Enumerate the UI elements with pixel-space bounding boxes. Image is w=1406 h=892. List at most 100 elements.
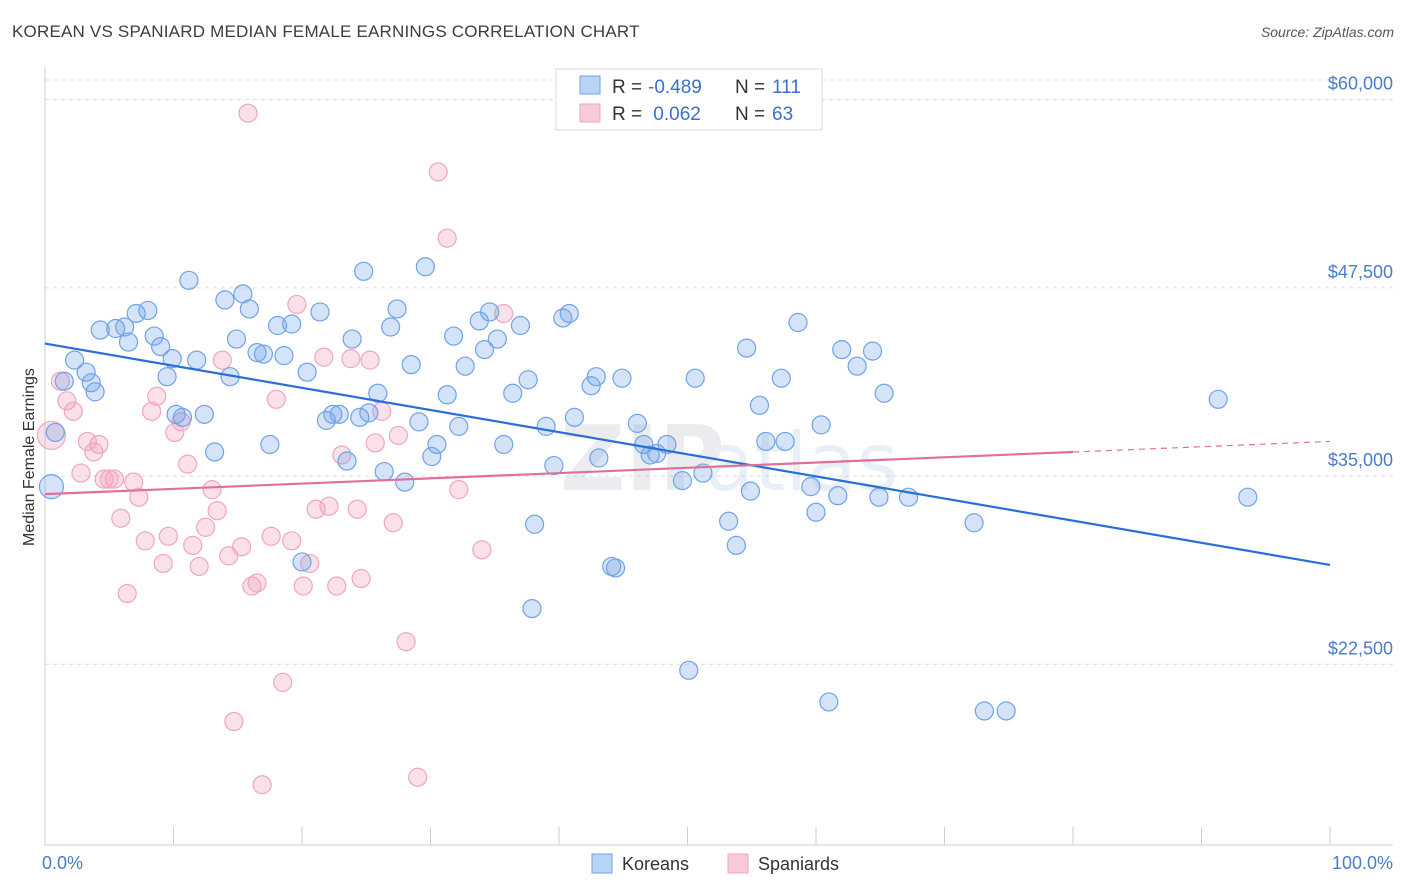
y-tick-label-0: $22,500	[1328, 638, 1393, 658]
koreans-point	[740, 481, 761, 501]
koreans-point	[487, 329, 507, 349]
spaniards-point	[183, 535, 203, 555]
koreans-point	[640, 445, 660, 465]
spaniards-point	[129, 487, 149, 507]
koreans-point	[996, 701, 1016, 721]
koreans-point	[205, 442, 225, 462]
koreans-point	[862, 341, 883, 361]
koreans-point	[172, 407, 193, 427]
legend-r-value-2: 0.062	[648, 104, 701, 125]
koreans-point	[54, 371, 74, 391]
source-label: Source: ZipAtlas.com	[1260, 24, 1394, 40]
koreans-point	[292, 552, 312, 572]
spaniards-point	[327, 576, 347, 596]
spaniards-point	[117, 583, 137, 604]
koreans-point	[503, 383, 523, 403]
spaniards-point	[247, 573, 267, 593]
legend-r-label-2: R =	[612, 104, 642, 125]
spaniards-point	[332, 445, 352, 465]
koreans-point	[247, 343, 267, 363]
spaniards-point	[36, 420, 67, 451]
koreans-point	[679, 660, 699, 680]
koreans-point	[81, 373, 101, 393]
koreans-point	[422, 446, 442, 467]
koreans-point	[775, 431, 795, 452]
bottom-legend-koreans-swatch	[591, 853, 613, 874]
spaniards-point	[135, 531, 155, 551]
spaniards-point	[287, 294, 307, 315]
koreans-points	[38, 257, 1258, 721]
koreans-point	[1238, 487, 1258, 507]
y-axis-label: Median Female Earnings	[21, 368, 38, 546]
koreans-point	[749, 395, 770, 415]
koreans-point	[323, 404, 343, 424]
koreans-point	[559, 303, 579, 324]
spaniards-point	[341, 349, 361, 369]
koreans-point	[589, 448, 609, 468]
bottom-legend-spaniards-swatch	[727, 853, 749, 874]
y-tick-label-3: $60,000	[1328, 74, 1393, 94]
koreans-point	[260, 434, 280, 455]
koreans-point	[45, 422, 65, 443]
legend-r-value-1: -0.489	[648, 77, 702, 98]
koreans-point	[359, 403, 379, 423]
koreans-point	[395, 472, 415, 492]
koreans-point	[536, 416, 556, 436]
koreans-point	[1208, 389, 1228, 409]
koreans-point	[144, 326, 164, 346]
spaniards-point	[104, 469, 124, 489]
koreans-point	[869, 487, 889, 507]
koreans-point	[368, 383, 388, 403]
koreans-point	[401, 355, 421, 375]
spaniards-point	[319, 496, 339, 516]
koreans-point	[480, 302, 500, 322]
koreans-point	[544, 455, 564, 476]
koreans-point	[427, 434, 447, 455]
koreans-point	[437, 385, 457, 405]
y-tick-labels: $22,500 $35,000 $47,500 $60,000	[1328, 74, 1393, 659]
koreans-point	[194, 404, 214, 424]
koreans-point	[586, 367, 606, 387]
koreans-point	[354, 261, 374, 281]
koreans-point	[524, 514, 545, 534]
koreans-point	[267, 315, 288, 336]
koreans-point	[685, 368, 705, 388]
spaniards-point	[147, 386, 167, 406]
koreans-point	[151, 336, 171, 357]
spaniards-point	[396, 632, 416, 652]
koreans-point	[832, 340, 852, 360]
koreans-point	[974, 701, 994, 721]
x-tick-labels: 0.0% 100.0%	[42, 853, 1393, 873]
koreans-point	[226, 329, 247, 349]
spaniards-point	[408, 767, 428, 787]
koreans-point	[387, 299, 407, 319]
spaniards-point	[351, 568, 371, 589]
spaniards-point	[153, 553, 173, 574]
legend-r-label-1: R =	[612, 77, 642, 98]
spaniards-point	[383, 513, 403, 533]
axes	[44, 67, 1393, 846]
spaniards-point	[142, 401, 162, 421]
spaniards-point	[196, 517, 216, 537]
koreans-point	[157, 367, 177, 387]
spaniards-point	[224, 711, 244, 732]
spaniards-point	[266, 389, 286, 409]
spaniards-point	[178, 454, 198, 474]
koreans-point	[329, 404, 349, 424]
koreans-point	[76, 362, 96, 382]
spaniards-point	[365, 433, 385, 453]
spaniards-point	[99, 469, 119, 489]
spaniards-point	[347, 499, 367, 519]
spaniards-point	[94, 469, 114, 489]
koreans-point	[64, 350, 85, 370]
koreans-point	[612, 368, 632, 388]
spaniards-point	[293, 576, 313, 596]
koreans-point	[719, 511, 739, 531]
koreans-point	[518, 370, 538, 390]
x-tick-label-0: 0.0%	[42, 853, 83, 873]
spaniards-trend-extension	[1072, 440, 1331, 453]
koreans-point	[350, 407, 370, 427]
koreans-point	[474, 340, 495, 360]
legend-n-value-2: 63	[772, 104, 793, 125]
